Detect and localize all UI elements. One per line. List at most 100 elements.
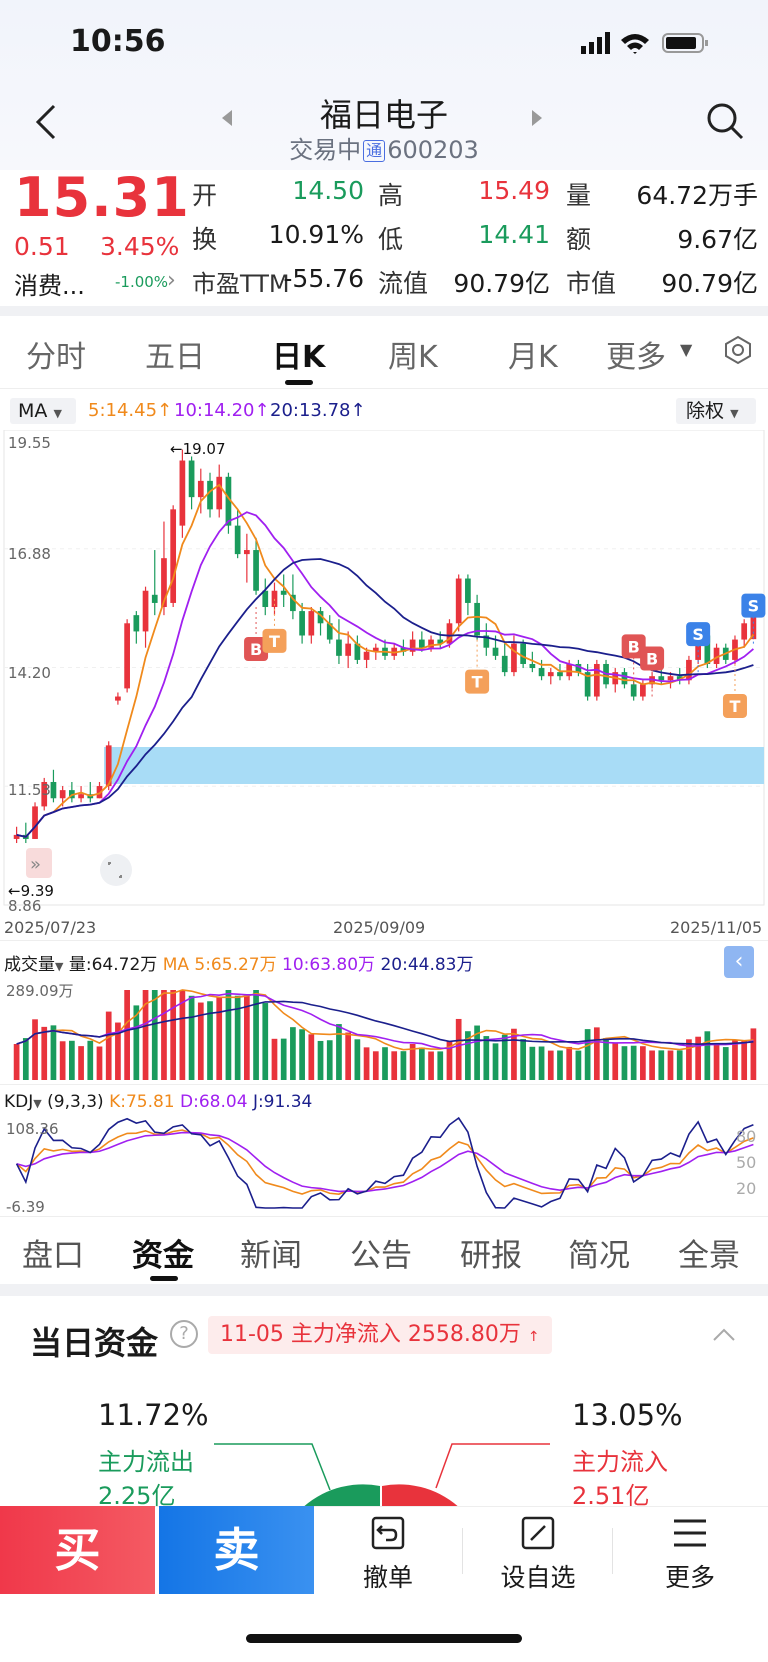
add-watchlist-button[interactable]: 设自选	[478, 1516, 598, 1594]
sector-chevron-icon[interactable]: ›	[167, 268, 176, 293]
outflow-slice	[300, 1484, 380, 1510]
expand-button	[26, 848, 52, 878]
volume-bar	[437, 1051, 444, 1080]
kdj-caret-icon[interactable]: ▼	[33, 1097, 42, 1110]
pe-label: 市盈TTM	[192, 270, 290, 298]
volume-bar	[299, 1029, 305, 1080]
candle-body	[151, 594, 158, 603]
ma-selector-caret-icon: ▼	[53, 407, 62, 420]
volume-selector[interactable]: 成交量	[4, 955, 55, 975]
max-price-value: 19.07	[183, 440, 226, 458]
volume-bar	[216, 996, 223, 1080]
sector-name[interactable]: 消费...	[14, 272, 85, 300]
volume-bar	[363, 1047, 370, 1080]
volume-bar	[722, 1047, 729, 1080]
tab-news[interactable]: 新闻	[240, 1238, 302, 1274]
candle-body	[326, 623, 333, 640]
tab-more[interactable]: 更多	[606, 340, 666, 375]
volume-bar	[124, 990, 130, 1080]
candle-body	[354, 643, 361, 660]
volume-value: 64.72万手	[636, 181, 758, 210]
kdj-level-label: 20	[736, 1179, 756, 1198]
candle-body	[584, 672, 591, 697]
divider	[612, 1528, 613, 1574]
candle-body	[41, 781, 48, 807]
cancel-order-button[interactable]: 撤单	[328, 1516, 448, 1594]
price-change: 0.51	[14, 232, 70, 261]
candle-body	[566, 663, 573, 677]
tab-research[interactable]: 研报	[460, 1238, 522, 1274]
tab-announcements[interactable]: 公告	[350, 1238, 412, 1274]
volume-bar	[409, 1044, 416, 1080]
trading-status: 交易中	[289, 136, 362, 164]
volume-bar	[676, 1050, 683, 1080]
volume-bar	[151, 990, 158, 1080]
tab-profile[interactable]: 简况	[568, 1238, 630, 1274]
volume-bar	[142, 990, 149, 1080]
back-button[interactable]	[28, 100, 68, 144]
collapse-indicator-button[interactable]: ‹	[724, 946, 754, 978]
kdj-line	[16, 1129, 754, 1195]
candle-body	[667, 676, 674, 681]
candle-body	[621, 672, 628, 685]
candle-body	[474, 602, 480, 636]
kline-chart[interactable]: BTTBBSTSS 19.55 16.88 14.20 11.53 8.86 2…	[0, 430, 768, 940]
max-price-annotation: ←19.07	[170, 440, 226, 458]
collapse-button[interactable]	[712, 1326, 736, 1346]
tab-daily-k[interactable]: 日K	[272, 340, 326, 375]
candle-body	[695, 635, 701, 660]
divider	[0, 1084, 768, 1085]
candle-body	[216, 476, 223, 510]
buy-button[interactable]: 买	[0, 1506, 155, 1594]
tab-funds[interactable]: 资金	[132, 1238, 194, 1274]
tab-intraday[interactable]: 分时	[26, 340, 86, 375]
candle-body	[170, 509, 177, 603]
volume-bar	[732, 1040, 738, 1080]
kdj-line	[15, 1116, 754, 1209]
kdj-selector[interactable]: KDJ	[4, 1092, 34, 1112]
kdj-j: J:91.34	[252, 1092, 313, 1112]
volume-bar	[317, 1040, 324, 1080]
inflow-slice	[382, 1484, 462, 1510]
volume-bar	[566, 1046, 573, 1080]
volume-axis-label: 289.09万	[6, 982, 74, 1000]
tab-panorama[interactable]: 全景	[678, 1238, 740, 1274]
ma10-line	[16, 511, 754, 838]
candle-body	[253, 550, 259, 591]
help-icon[interactable]: ?	[170, 1320, 198, 1348]
volume-ma5: 5:65.27万	[194, 955, 277, 975]
settings-hexagon-icon	[725, 335, 751, 365]
inflow-pct: 13.05%	[572, 1398, 683, 1432]
volume-bar	[446, 1040, 453, 1080]
ma20-value: 20:13.78	[270, 400, 351, 421]
adjust-selector[interactable]: 除权 ▼	[676, 398, 756, 424]
next-stock-arrow[interactable]	[530, 108, 544, 132]
candle-body	[428, 639, 434, 648]
volume-bar	[455, 1018, 462, 1080]
ma-selector[interactable]: MA ▼	[10, 398, 76, 424]
sell-button[interactable]: 卖	[159, 1506, 314, 1594]
candle-body	[308, 611, 315, 636]
more-dropdown-icon[interactable]: ▼	[680, 340, 693, 359]
tab-orderbook[interactable]: 盘口	[22, 1238, 84, 1274]
volume-bar	[105, 1011, 112, 1080]
search-button[interactable]	[704, 100, 746, 146]
volume-label: 量	[566, 181, 592, 210]
ma10-value: 10:14.20	[174, 400, 255, 421]
more-button[interactable]: 更多	[630, 1516, 750, 1594]
adjust-caret-icon: ▼	[730, 407, 739, 420]
trade-mark-badge	[686, 622, 711, 647]
tab-monthly-k[interactable]: 月K	[508, 340, 558, 375]
price-axis-label: 14.20	[8, 664, 51, 682]
candle-body	[520, 643, 527, 664]
fund-title: 当日资金	[30, 1324, 159, 1362]
fund-summary: 11-05 主力净流入 2558.80万 ↑	[208, 1316, 552, 1354]
volume-bar	[207, 1001, 213, 1080]
prev-stock-arrow[interactable]	[220, 108, 234, 132]
volume-caret-icon[interactable]: ▼	[55, 960, 64, 973]
tab-five-day[interactable]: 五日	[145, 340, 205, 375]
tab-weekly-k[interactable]: 周K	[388, 340, 438, 375]
volume-bar	[179, 990, 186, 1080]
chart-settings-button[interactable]	[722, 334, 754, 370]
volume-bar	[538, 1046, 545, 1080]
